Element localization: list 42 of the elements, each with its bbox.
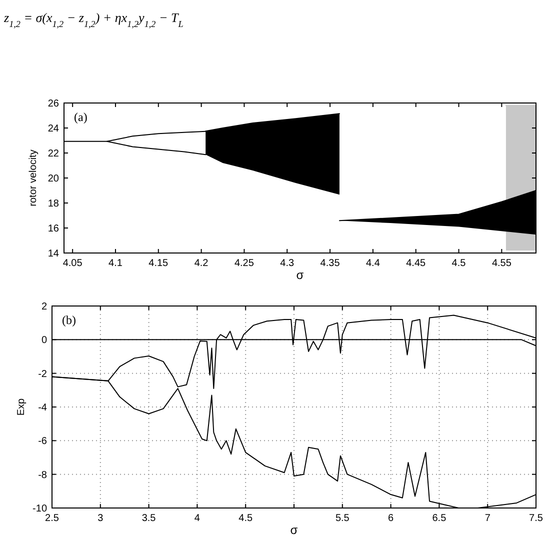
y-axis-title: rotor velocity	[28, 150, 39, 206]
x-tick-label: 6.5	[432, 513, 447, 524]
x-tick-label: 5.5	[335, 513, 350, 524]
x-tick-label: 4.1	[108, 258, 123, 269]
x-tick-label: 4.15	[148, 258, 169, 269]
y-tick-label: -2	[38, 368, 48, 380]
x-tick-label: 2.5	[45, 513, 60, 524]
y-tick-label: -6	[38, 436, 48, 448]
y-tick-label: 22	[48, 148, 60, 160]
x-axis-title: σ	[290, 523, 298, 537]
x-tick-label: 4	[194, 513, 200, 524]
annotation: (a)	[74, 110, 88, 124]
y-tick-label: 26	[48, 98, 60, 110]
x-tick-label: 3	[98, 513, 104, 524]
x-axis-title: σ	[296, 268, 304, 282]
x-tick-label: 4.45	[406, 258, 426, 269]
chart-title: z$_{1,2}$ = σ(x$_{1,2}$ − z$_{1,2}$) + ηx$_{1,2}$y$_{1,2}$ − T$_{L}$	[4, 10, 184, 29]
y-tick-label: 16	[48, 224, 60, 234]
x-tick-label: 4.25	[234, 258, 254, 269]
annotation: (b)	[62, 313, 76, 327]
x-tick-label: 3.5	[142, 513, 156, 524]
x-tick-label: 7	[484, 513, 491, 524]
x-tick-label: 7.5	[529, 513, 544, 524]
x-tick-label: 4.3	[280, 258, 295, 269]
x-tick-label: 4.05	[62, 258, 83, 269]
y-tick-label: -4	[38, 402, 48, 414]
y-tick-label: 0	[41, 335, 48, 346]
y-tick-label: 20	[48, 174, 60, 184]
x-tick-label: 4.5	[452, 258, 466, 269]
x-tick-label: 4.55	[492, 258, 512, 269]
x-tick-label: 4.5	[238, 513, 253, 524]
y-tick-label: 24	[48, 124, 60, 134]
y-tick-label: -10	[32, 504, 48, 514]
y-tick-label: 2	[41, 302, 48, 312]
x-tick-label: 4.2	[194, 258, 209, 269]
x-tick-label: 4.35	[320, 258, 340, 269]
x-tick-label: 6	[388, 513, 394, 524]
y-tick-label: 18	[48, 198, 60, 210]
y-axis-title: Exp	[16, 398, 27, 416]
x-tick-label: 4.4	[366, 258, 380, 269]
y-tick-label: 14	[48, 248, 60, 260]
y-tick-label: -8	[38, 470, 48, 481]
